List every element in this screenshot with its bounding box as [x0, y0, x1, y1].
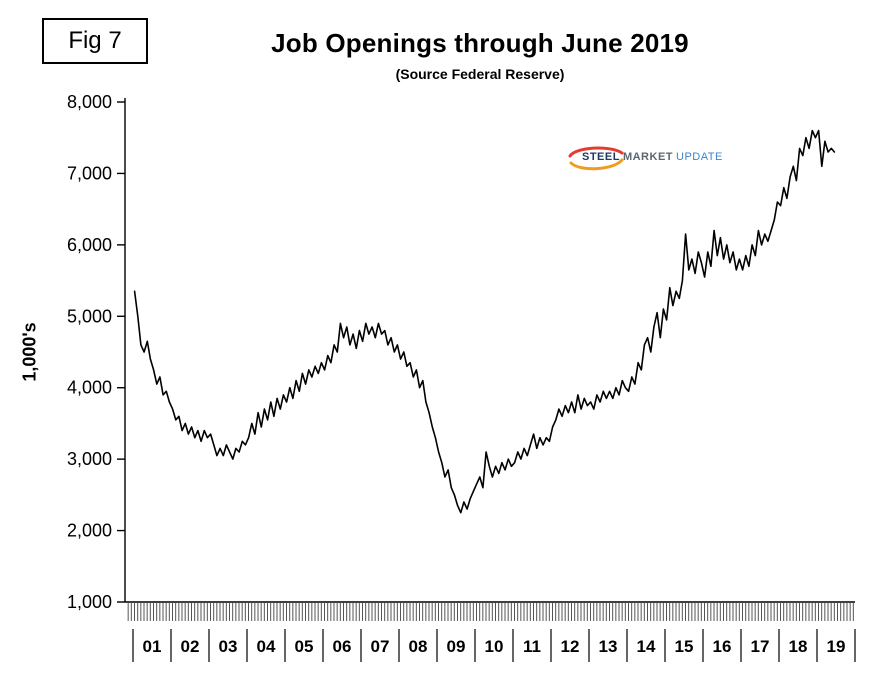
figure-label-box: Fig 7: [42, 18, 148, 64]
x-tick-label: 08: [409, 637, 428, 656]
job-openings-line: [133, 129, 836, 514]
x-tick-label: 09: [447, 637, 466, 656]
y-tick-label: 8,000: [67, 92, 112, 112]
x-tick-label: 16: [713, 637, 732, 656]
x-tick-label: 17: [751, 637, 770, 656]
x-tick-label: 02: [181, 637, 200, 656]
x-tick-label: 07: [371, 637, 390, 656]
y-axis-title: 1,000's: [19, 322, 40, 382]
smu-logo-update: UPDATE: [676, 151, 723, 163]
x-tick-label: 03: [219, 637, 238, 656]
y-tick-label: 7,000: [67, 163, 112, 183]
chart-title: Job Openings through June 2019: [271, 28, 689, 58]
y-tick-label: 2,000: [67, 521, 112, 541]
y-tick-label: 5,000: [67, 306, 112, 326]
x-tick-label: 19: [827, 637, 846, 656]
figure-label: Fig 7: [68, 27, 122, 54]
smu-swoosh-icon: [568, 146, 624, 171]
smu-logo-text: STEEL MARKET UPDATE: [582, 151, 723, 163]
smu-logo-steel: STEEL: [582, 151, 620, 163]
y-tick-label: 1,000: [67, 592, 112, 612]
x-tick-label: 04: [257, 637, 276, 656]
smu-logo-market: MARKET: [622, 151, 674, 163]
x-tick-label: 13: [599, 637, 618, 656]
x-tick-label: 15: [675, 637, 694, 656]
x-tick-label: 11: [523, 637, 541, 656]
x-tick-label: 14: [637, 637, 656, 656]
y-tick-label: 4,000: [67, 378, 112, 398]
chart-subtitle: (Source Federal Reserve): [395, 66, 565, 82]
x-tick-label: 05: [295, 637, 314, 656]
steel-market-update-logo: STEEL MARKET UPDATE: [566, 142, 722, 174]
x-tick-label: 01: [143, 637, 162, 656]
y-tick-label: 6,000: [67, 235, 112, 255]
x-tick-label: 12: [561, 637, 580, 656]
x-tick-label: 06: [333, 637, 352, 656]
y-tick-label: 3,000: [67, 449, 112, 469]
x-tick-label: 18: [789, 637, 808, 656]
x-tick-label: 10: [485, 637, 504, 656]
